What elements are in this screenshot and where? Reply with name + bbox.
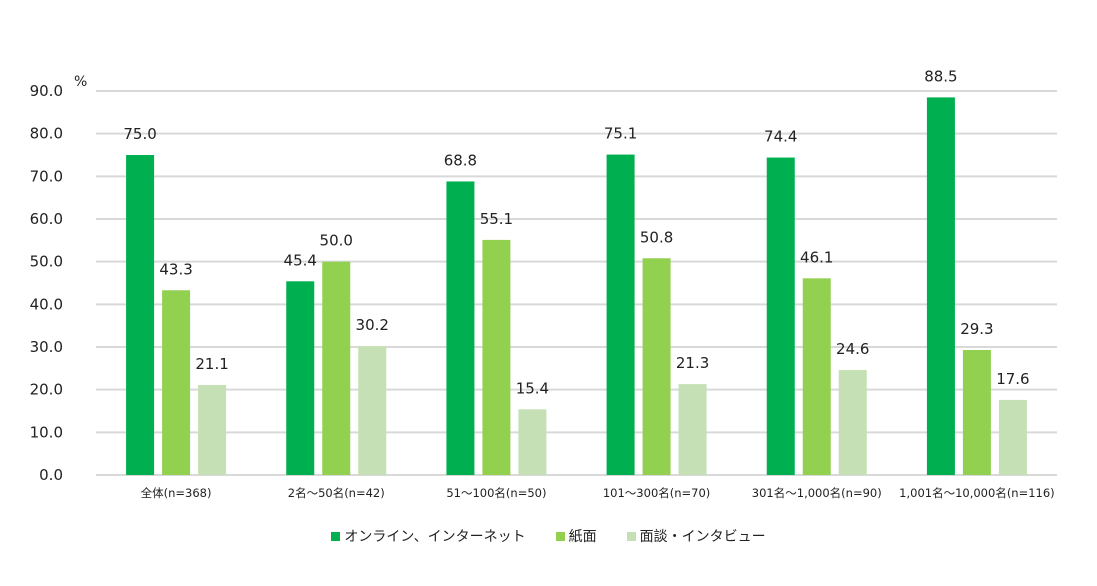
bar	[678, 384, 707, 475]
x-category-label: 2名～50名(n=42)	[288, 486, 385, 500]
x-category-label: 51～100名(n=50)	[446, 486, 546, 500]
y-tick-label: 50.0	[30, 253, 63, 271]
x-category-label: 301名～1,000名(n=90)	[752, 486, 882, 500]
y-axis-unit-label: %	[74, 74, 87, 90]
legend-label: 面談・インタビュー	[639, 529, 766, 545]
bar	[518, 409, 547, 475]
x-category-label: 1,001名～10,000名(n=116)	[899, 486, 1055, 500]
bar	[126, 155, 155, 475]
data-label: 88.5	[924, 67, 957, 85]
data-label: 45.4	[284, 251, 317, 269]
legend-item-online: オンライン、インターネット	[331, 526, 526, 546]
gridlines	[96, 90, 1057, 476]
data-label: 24.6	[836, 340, 869, 358]
legend-swatch-icon	[331, 531, 341, 541]
data-label: 29.3	[960, 320, 993, 338]
data-labels: 75.0 43.3 21.1 45.450.0 30.2 68.8 55.1 15.4 75.1…	[123, 67, 1029, 397]
data-label: 43.3	[159, 260, 192, 278]
x-category-label: 101～300名(n=70)	[603, 486, 710, 500]
legend: オンライン、インターネット 紙面 面談・インタビュー	[0, 526, 1097, 546]
data-label: 50.0	[320, 232, 353, 250]
bar	[926, 97, 955, 476]
y-tick-label: 20.0	[30, 381, 63, 399]
bar	[446, 181, 475, 475]
bar	[766, 157, 795, 475]
y-tick-label: 60.0	[30, 210, 63, 228]
bar	[358, 346, 387, 475]
data-label: 55.1	[480, 210, 513, 228]
data-label: 46.1	[800, 248, 833, 266]
y-tick-label: 40.0	[30, 295, 63, 313]
legend-item-paper: 紙面	[555, 526, 597, 546]
bar	[482, 239, 511, 475]
bar	[198, 384, 227, 475]
data-label: 75.0	[123, 125, 156, 143]
legend-item-interview: 面談・インタビュー	[626, 526, 766, 546]
y-tick-label: 10.0	[30, 423, 63, 441]
y-tick-label: 90.0	[30, 82, 63, 100]
data-label: 15.4	[516, 379, 549, 397]
y-tick-label: 30.0	[30, 338, 63, 356]
data-label: 68.8	[444, 151, 477, 169]
bar	[606, 154, 635, 475]
bar	[838, 370, 867, 475]
data-label: 50.8	[640, 228, 673, 246]
bar	[286, 281, 315, 475]
data-label: 21.1	[195, 355, 228, 373]
bar	[322, 261, 351, 475]
y-tick-label: 0.0	[39, 466, 63, 484]
bar	[998, 399, 1027, 475]
legend-swatch-icon	[626, 531, 636, 541]
y-tick-label: 70.0	[30, 167, 63, 185]
legend-label: オンライン、インターネット	[344, 529, 526, 545]
data-label: 17.6	[996, 370, 1029, 388]
y-axis-ticks: 0.0 10.0 20.0 30.0 40.0 50.0 60.0 70.0 80.0 90.0	[30, 82, 63, 484]
bars	[126, 97, 1027, 476]
x-axis-category-labels: 全体(n=368) 2名～50名(n=42) 51～100名(n=50) 101～30…	[141, 486, 1055, 500]
bar	[162, 290, 191, 475]
bar	[962, 349, 991, 475]
legend-label: 紙面	[568, 529, 597, 545]
data-label: 21.3	[676, 354, 709, 372]
legend-swatch-icon	[555, 531, 565, 541]
data-label: 30.2	[356, 316, 389, 334]
bar	[802, 278, 831, 475]
data-label: 74.4	[764, 128, 797, 146]
data-label: 75.1	[604, 125, 637, 143]
x-category-label: 全体(n=368)	[141, 486, 212, 500]
y-tick-label: 80.0	[30, 125, 63, 143]
bar	[642, 258, 671, 475]
